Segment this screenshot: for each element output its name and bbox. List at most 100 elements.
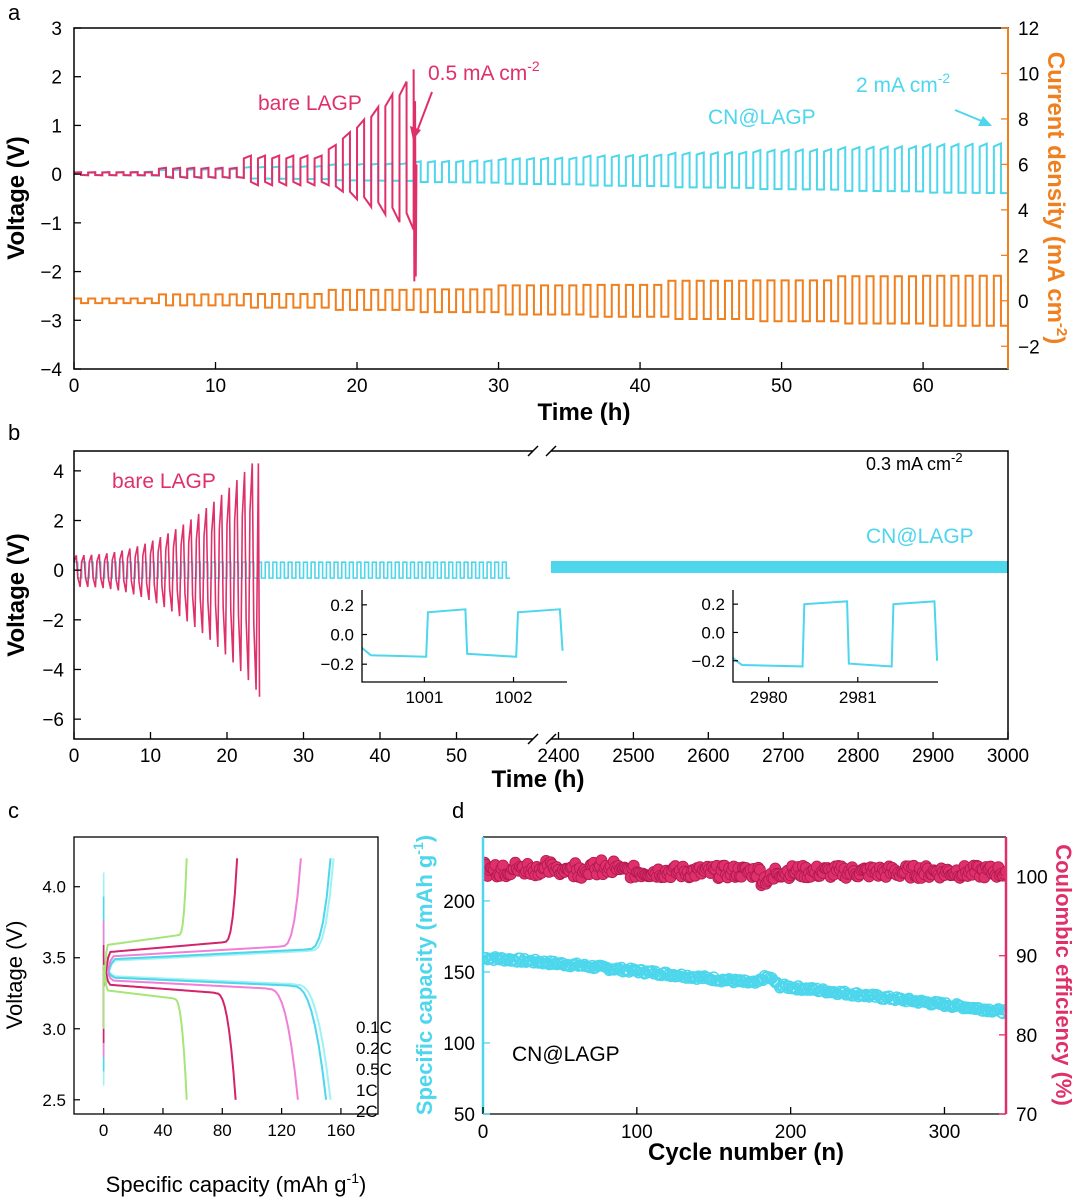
a-y2-tick-label: 8 (1018, 110, 1029, 131)
a-y2-tick-label: 12 (1018, 19, 1039, 40)
b-bare-label: bare LAGP (112, 470, 216, 493)
a-y2-tick-label: 10 (1018, 64, 1039, 85)
b-x-tick-label: 2500 (612, 746, 654, 767)
b-x-tick-label: 2900 (912, 746, 954, 767)
d-x-tick-label: 0 (478, 1122, 489, 1143)
b-inset-2-x-tick-label: 2980 (750, 688, 788, 707)
b-y-tick-label: 2 (53, 512, 64, 533)
d-y-tick-label: 150 (443, 963, 475, 984)
a-x-ticks: 0 10 20 30 40 50 60 (69, 362, 934, 397)
d-y2-tick-label: 90 (1016, 947, 1037, 968)
a-y2-tick-label: 6 (1018, 155, 1029, 176)
c-y-tick-label: 3.0 (42, 1020, 66, 1039)
a-current-density-trace (74, 274, 1008, 327)
a-bare-label: bare LAGP (258, 92, 362, 115)
a-y-tick-label: −4 (40, 360, 62, 381)
c-charge-curve-2C (102, 858, 188, 987)
b-inset-1-y-tick-label: 0.2 (330, 596, 354, 615)
b-inset-1: 1001 1002 0.2 0.0 −0.2 (320, 590, 567, 707)
c-legend-label-0.1C: 0.1C (356, 1018, 392, 1037)
b-inset-2-axes (732, 590, 938, 683)
b-inset-1-ticks: 1001 1002 0.2 0.0 −0.2 (320, 596, 532, 707)
d-y-axis-title: Specific capacity (mAh g-1) (410, 835, 437, 1115)
c-x-ticks: 0 40 80 120 160 (99, 1108, 355, 1140)
panel-d: d 0 100 200 300 50 100 150 200 70 80 90 100 Cycle… (410, 798, 1076, 1166)
b-x-tick-label: 2800 (837, 746, 879, 767)
a-rate-label: 0.5 mA cm-2 (428, 58, 540, 85)
d-capacity-marker (847, 989, 860, 1002)
d-coulombic-efficiency-markers (483, 854, 1006, 892)
a-y2-ticks: −2 0 2 4 6 8 10 12 (1001, 19, 1040, 358)
b-inset-1-trace (361, 608, 564, 658)
d-x-tick-label: 200 (775, 1122, 807, 1143)
c-x-tick-label: 80 (213, 1121, 232, 1140)
a-rate-main: 0.5 mA cm (428, 62, 527, 85)
c-legend-label-0.5C: 0.5C (356, 1060, 392, 1079)
b-x-tick-label: 2600 (687, 746, 729, 767)
a-y-tick-label: −3 (40, 311, 62, 332)
d-x-ticks: 0 100 200 300 (478, 1107, 961, 1143)
a-rate2-arrow (954, 109, 985, 123)
c-x-title-close: ) (359, 1172, 366, 1197)
d-y-tick-label: 100 (443, 1034, 475, 1055)
d-y2-tick-label: 70 (1016, 1105, 1037, 1126)
a-y2-title-main: Current density (mA cm (1042, 52, 1069, 323)
d-y-title-close: ) (412, 835, 437, 842)
c-y-tick-label: 4.0 (42, 878, 66, 897)
d-capacity-marker (1000, 1003, 1006, 1016)
c-charge-curve-0.2C (102, 858, 332, 987)
b-inset-2-x-tick-label: 2981 (839, 688, 877, 707)
c-x-tick-label: 160 (327, 1121, 355, 1140)
a-y-tick-label: 3 (51, 19, 62, 40)
c-charge-curve-1C (102, 858, 239, 987)
a-x-tick-label: 50 (771, 376, 792, 397)
a-y2-title-close: ) (1042, 336, 1069, 344)
b-inset-2-y-tick-label: 0.0 (701, 623, 725, 642)
a-y2-tick-label: −2 (1018, 337, 1040, 358)
a-bare-lagp-trace (74, 69, 418, 282)
a-x-tick-label: 20 (346, 376, 367, 397)
a-x-tick-label: 10 (205, 376, 226, 397)
c-charge-curve-0.1C (102, 858, 335, 987)
a-rate-sup: -2 (527, 58, 540, 74)
d-y2-tick-label: 80 (1016, 1026, 1037, 1047)
a-y2-title-sup: -2 (1053, 323, 1070, 336)
d-y-ticks: 50 100 150 200 (443, 892, 490, 1126)
b-rate-main: 0.3 mA cm (866, 454, 951, 474)
panel-d-letter: d (452, 798, 464, 823)
d-ce-marker (1000, 865, 1006, 878)
a-y-axis-title: Voltage (V) (3, 136, 30, 260)
d-x-tick-label: 300 (929, 1122, 961, 1143)
b-y-tick-label: 4 (53, 462, 64, 483)
c-discharge-curve-2C (102, 964, 188, 1100)
a-y-tick-label: 1 (51, 116, 62, 137)
b-x-tick-label: 2700 (762, 746, 804, 767)
a-y2-tick-label: 4 (1018, 201, 1029, 222)
a-x-tick-label: 60 (913, 376, 934, 397)
c-plot-frame (73, 836, 379, 1115)
c-legend: 0.1C 0.2C 0.5C 1C 2C (356, 1018, 392, 1121)
c-x-tick-label: 40 (154, 1121, 173, 1140)
c-y-tick-label: 3.5 (42, 949, 66, 968)
c-charge-curve-0.5C (102, 858, 302, 987)
a-cn-label: CN@LAGP (708, 106, 816, 129)
b-y-axis-title: Voltage (V) (3, 533, 30, 657)
d-y-title-sup: -1 (410, 842, 426, 855)
b-inset-2-ticks: 2980 2981 0.2 0.0 −0.2 (691, 595, 876, 707)
b-x-tick-label: 3000 (987, 746, 1029, 767)
d-x-tick-label: 100 (621, 1122, 653, 1143)
b-y-tick-label: −2 (42, 611, 64, 632)
b-x-tick-label: 30 (293, 746, 314, 767)
a-rate-arrow (415, 91, 433, 135)
b-inset-2-trace (732, 600, 939, 668)
c-y-ticks: 2.5 3.0 3.5 4.0 (42, 878, 80, 1110)
c-legend-label-0.2C: 0.2C (356, 1039, 392, 1058)
b-inset-2-y-tick-label: 0.2 (701, 595, 725, 614)
b-rate-label: 0.3 mA cm-2 (866, 450, 963, 474)
a-y-tick-label: 0 (51, 165, 62, 186)
c-x-title-main: Specific capacity (mAh g (106, 1172, 347, 1197)
d-y-title-main: Specific capacity (mAh g (412, 855, 437, 1115)
a-rate2-sup: -2 (938, 70, 951, 86)
a-cn-lagp-trace (74, 141, 1008, 195)
